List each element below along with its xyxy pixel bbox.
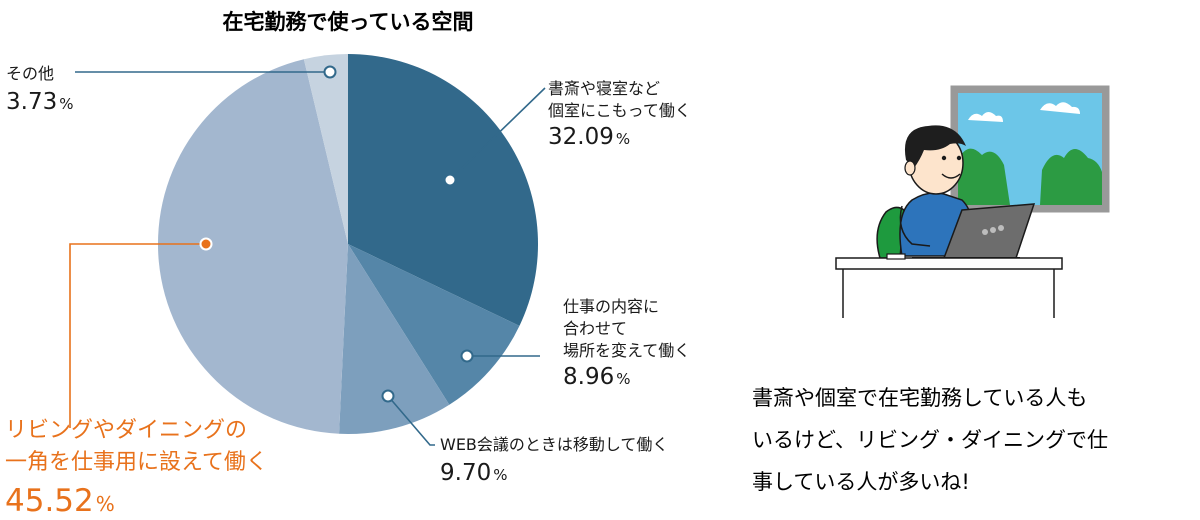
data-label: 45.52% bbox=[5, 483, 115, 519]
leader-line bbox=[69, 243, 206, 428]
data-label: 9.70% bbox=[440, 460, 507, 486]
person-icon bbox=[899, 125, 972, 257]
leader-dot bbox=[381, 389, 395, 403]
slice-label: WEB会議のときは移動して働く bbox=[440, 435, 668, 454]
pie-slice bbox=[157, 59, 348, 434]
data-label: 32.09% bbox=[548, 124, 630, 150]
slice-label: 一角を仕事用に設えて働く bbox=[5, 450, 268, 475]
leader-lines bbox=[69, 65, 546, 446]
pie-slice bbox=[339, 244, 450, 435]
pie-slice bbox=[348, 244, 520, 405]
pie-slice bbox=[348, 54, 539, 326]
chair-icon bbox=[876, 206, 905, 259]
slice-label: 書斎や寝室など bbox=[548, 79, 660, 98]
comment-line: 事している人が多いね! bbox=[752, 470, 970, 494]
comment-text: 書斎や個室で在宅勤務している人も いるけど、リビング・ダイニングで仕 事している… bbox=[752, 386, 1108, 494]
slice-label: リビングやダイニングの bbox=[5, 418, 247, 443]
worker-illustration bbox=[835, 85, 1110, 318]
slice-label: 合わせて bbox=[563, 319, 627, 338]
chart-title: 在宅勤務で使っている空間 bbox=[223, 10, 474, 34]
leader-line bbox=[387, 395, 435, 446]
window-icon bbox=[950, 85, 1110, 213]
leader-line bbox=[449, 87, 546, 181]
leader-dot bbox=[443, 173, 457, 187]
comment-line: 書斎や個室で在宅勤務している人も bbox=[752, 386, 1087, 410]
slice-label: 個室にこもって働く bbox=[548, 101, 691, 120]
leader-dot bbox=[460, 349, 474, 363]
leader-dot bbox=[199, 237, 213, 251]
comment-line: いるけど、リビング・ダイニングで仕 bbox=[752, 428, 1108, 452]
slice-label: その他 bbox=[6, 64, 54, 83]
data-label: 3.73% bbox=[6, 89, 73, 115]
slice-label: 場所を変えて働く bbox=[563, 341, 690, 360]
data-label: 8.96% bbox=[563, 364, 630, 390]
slice-label: 仕事の内容に bbox=[563, 297, 659, 316]
desk-icon bbox=[835, 253, 1063, 318]
pie-chart bbox=[157, 54, 539, 435]
leader-dot bbox=[323, 65, 337, 79]
pie-slice bbox=[303, 54, 348, 244]
